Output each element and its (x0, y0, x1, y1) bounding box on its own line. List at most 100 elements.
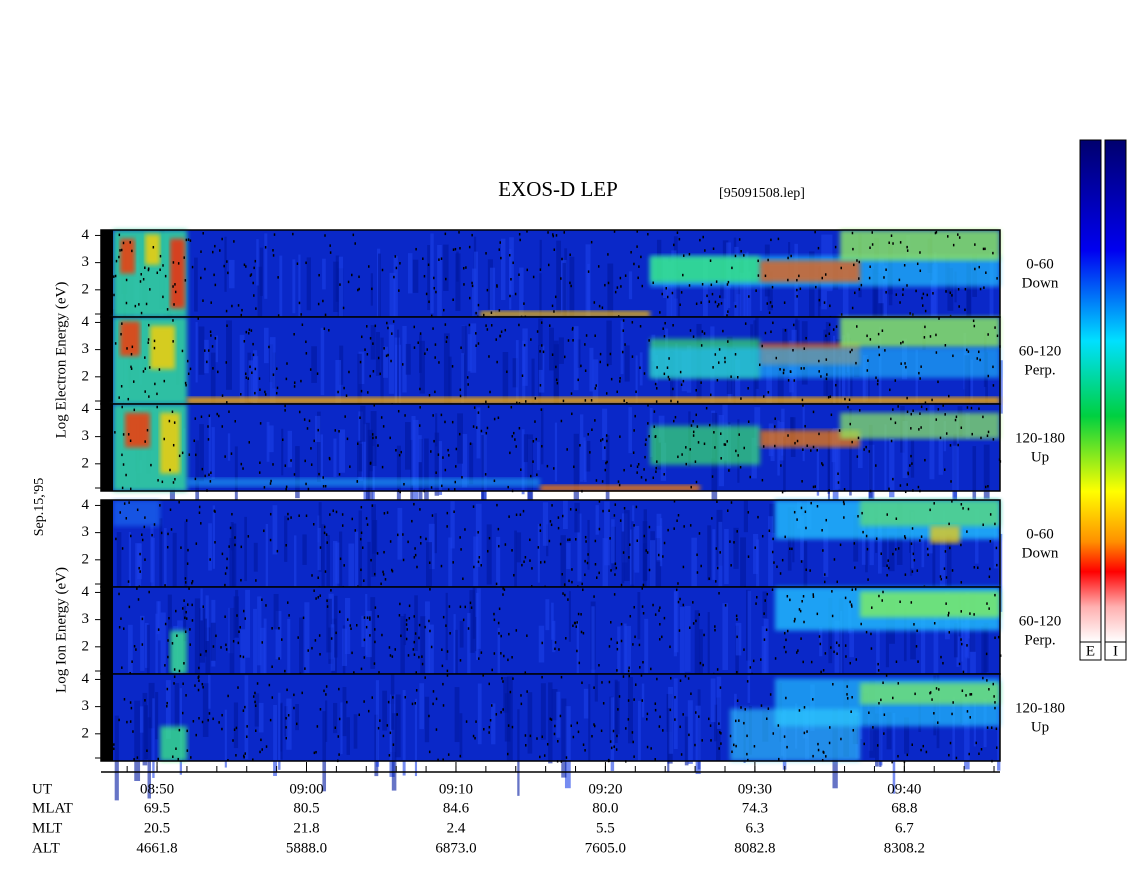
spectrogram-streak (522, 328, 528, 386)
spectrogram-speck (276, 549, 279, 553)
spectrogram-speck (847, 405, 849, 409)
spectrogram-streak (735, 622, 742, 656)
spectrogram-streak (165, 680, 171, 739)
spectrogram-speck (297, 636, 299, 639)
spectrogram-speck (700, 564, 702, 568)
spectrogram-streak (838, 356, 841, 431)
spectrogram-streak (260, 627, 266, 712)
spectrogram-speck (825, 358, 828, 361)
spectrogram-speck (800, 506, 803, 510)
spectrogram-speck (711, 517, 713, 520)
spectrogram-speck (189, 628, 191, 631)
spectrogram-speck (754, 546, 756, 549)
spectrogram-speck (616, 286, 619, 289)
spectrogram-speck (862, 530, 864, 534)
spectrogram-speck (890, 417, 892, 421)
spectrogram-speck (642, 583, 645, 587)
spectrogram-speck (381, 465, 384, 469)
spectrogram-speck (354, 529, 357, 532)
spectrogram-streak (857, 433, 863, 469)
spectrogram-speck (580, 364, 582, 368)
x-tick-label: 09:30 (738, 781, 772, 797)
spectrogram-panel (101, 404, 1002, 531)
spectrogram-speck (891, 760, 893, 764)
spectrogram-speck (323, 689, 325, 693)
spectrogram-streak (668, 686, 674, 754)
spectrogram-speck (228, 545, 230, 548)
panel-direction: Up (1031, 449, 1049, 465)
spectrogram-speck (508, 515, 510, 518)
spectrogram-speck (844, 644, 847, 647)
spectrogram-speck (986, 679, 988, 682)
spectrogram-speck (210, 471, 212, 475)
spectrogram-speck (397, 409, 400, 413)
spectrogram-speck (115, 537, 117, 541)
spectrogram-streak (264, 233, 268, 299)
spectrogram-speck (529, 734, 532, 738)
spectrogram-speck (944, 344, 947, 347)
spectrogram-speck (344, 415, 346, 418)
spectrogram-speck (921, 296, 923, 300)
spectrogram-speck (734, 254, 737, 258)
spectrogram-speck (264, 393, 267, 396)
spectrogram-streak (155, 692, 159, 740)
spectrogram-speck (906, 396, 908, 400)
spectrogram-speck (673, 527, 675, 530)
spectrogram-speck (507, 658, 509, 662)
spectrogram-speck (749, 475, 751, 479)
spectrogram-speck (945, 432, 948, 435)
spectrogram-streak (419, 683, 425, 730)
spectrogram-speck (861, 511, 863, 515)
spectrogram-speck (622, 675, 625, 678)
spectrogram-speck (947, 235, 949, 238)
spectrogram-streak (964, 688, 970, 770)
spectrogram-speck (144, 266, 146, 270)
spectrogram-speck (916, 629, 918, 633)
spectrogram-speck (755, 289, 757, 292)
spectrogram-streak (910, 511, 914, 569)
spectrogram-speck (580, 630, 583, 634)
spectrogram-speck (490, 324, 493, 327)
spectrogram-speck (371, 287, 373, 291)
spectrogram-speck (374, 606, 377, 609)
spectrogram-speck (640, 255, 642, 259)
spectrogram-speck (272, 373, 275, 376)
spectrogram-speck (715, 580, 717, 583)
spectrogram-speck (301, 691, 303, 695)
spectrogram-streak (448, 537, 453, 592)
spectrogram-speck (184, 616, 186, 620)
spectrogram-speck (716, 668, 719, 671)
spectrogram-streak (272, 505, 278, 555)
spectrogram-feature (145, 234, 160, 265)
spectrogram-speck (174, 290, 177, 294)
spectrogram-speck (584, 343, 586, 346)
spectrogram-speck (204, 474, 206, 478)
spectrogram-speck (473, 406, 476, 409)
spectrogram-speck (853, 542, 856, 545)
spectrogram-speck (846, 685, 848, 688)
spectrogram-speck (900, 362, 902, 365)
spectrogram-speck (863, 742, 865, 746)
spectrogram-speck (654, 613, 657, 616)
spectrogram-speck (749, 666, 752, 669)
spectrogram-streak (617, 626, 621, 675)
spectrogram-speck (381, 633, 383, 637)
spectrogram-streak (538, 318, 543, 370)
spectrogram-speck (988, 575, 991, 579)
spectrogram-speck (653, 410, 656, 413)
spectrogram-speck (666, 295, 669, 299)
spectrogram-speck (309, 368, 312, 371)
spectrogram-speck (253, 266, 255, 270)
spectrogram-streak (144, 622, 149, 668)
spectrogram-speck (513, 573, 515, 577)
ephemeris-value: 84.6 (443, 800, 470, 816)
spectrogram-speck (761, 478, 764, 482)
spectrogram-speck (157, 757, 159, 761)
spectrogram-speck (221, 394, 224, 397)
spectrogram-speck (616, 734, 618, 738)
spectrogram-speck (461, 476, 463, 479)
spectrogram-speck (593, 724, 596, 728)
spectrogram-speck (200, 522, 202, 525)
spectrogram-speck (432, 690, 435, 693)
spectrogram-speck (375, 436, 377, 439)
